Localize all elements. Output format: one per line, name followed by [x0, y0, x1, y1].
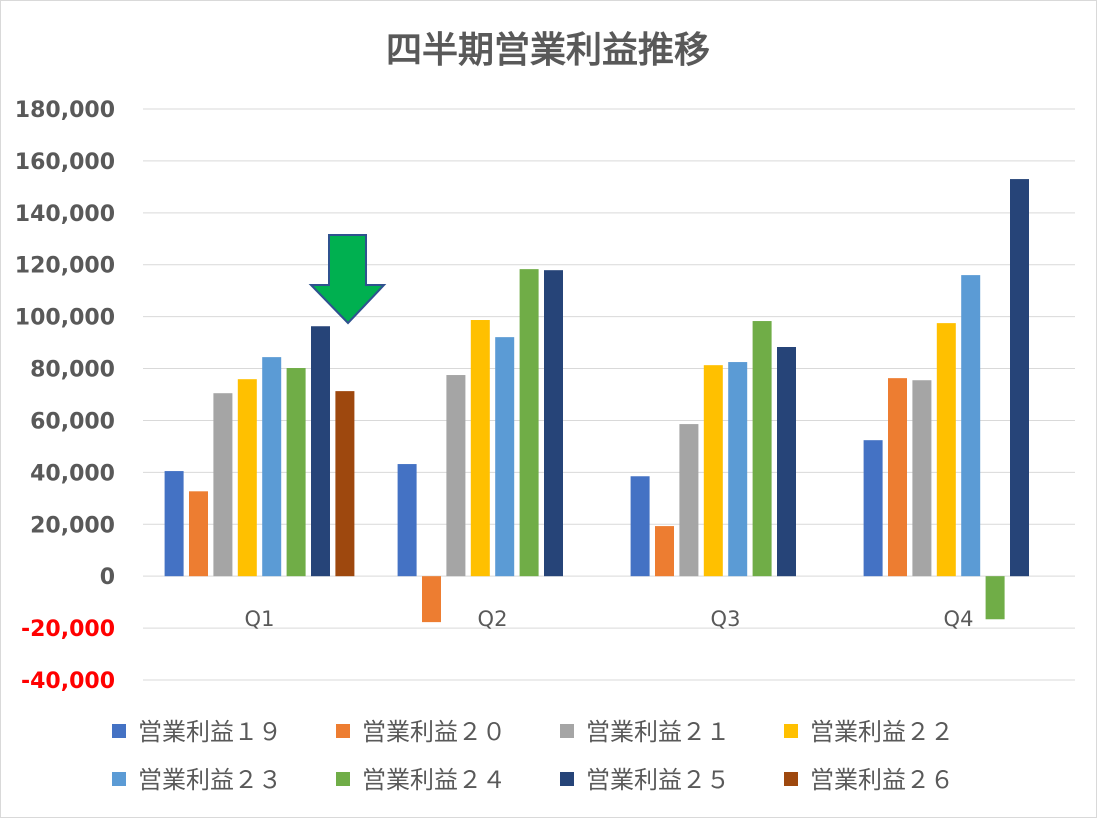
- bar-Q1-series-3: [213, 393, 233, 577]
- y-tick-label: 0: [100, 565, 115, 590]
- legend-swatch: [336, 724, 350, 738]
- bar-Q1-series-4: [237, 379, 257, 577]
- legend-label: 営業利益２６: [810, 766, 954, 794]
- bar-Q3-series-1: [630, 476, 650, 577]
- bar-Q3-series-7: [777, 347, 796, 577]
- bar-Q2-series-2: [422, 576, 441, 623]
- bar-Q2-series-6: [519, 269, 539, 577]
- legend-label: 営業利益２１: [586, 718, 730, 746]
- bar-Q2-series-5: [495, 337, 515, 577]
- y-tick-label: -20,000: [21, 617, 115, 642]
- bar-Q1-series-8: [335, 391, 355, 577]
- y-tick-label: 20,000: [30, 513, 115, 538]
- y-tick-label: 40,000: [30, 461, 115, 486]
- x-category-label: Q4: [944, 607, 974, 631]
- bar-Q3-series-3: [679, 424, 699, 577]
- y-tick-label: 100,000: [15, 306, 115, 331]
- bar-Q1-series-5: [262, 357, 282, 577]
- bar-Q1-series-7: [311, 326, 330, 577]
- legend-swatch: [336, 772, 350, 786]
- bar-Q1-series-1: [164, 471, 184, 577]
- bar-Q4-series-4: [936, 323, 956, 577]
- legend-label: 営業利益２３: [138, 766, 282, 794]
- bar-Q3-series-5: [728, 362, 748, 577]
- y-tick-label: 160,000: [15, 150, 115, 175]
- y-tick-label: -40,000: [21, 669, 115, 694]
- chart-title: 四半期営業利益推移: [386, 30, 710, 71]
- bar-Q3-series-6: [752, 321, 772, 577]
- green-down-arrow-annotation: [308, 234, 387, 325]
- legend-swatch: [560, 724, 574, 738]
- bar-Q4-series-2: [888, 378, 907, 577]
- bar-Q4-series-7: [1010, 179, 1029, 577]
- legend-label: 営業利益２４: [362, 766, 506, 794]
- legend-label: 営業利益２０: [362, 718, 506, 746]
- legend-swatch: [784, 724, 798, 738]
- y-tick-label: 120,000: [15, 254, 115, 279]
- x-category-label: Q1: [245, 607, 275, 631]
- legend-label: 営業利益１９: [138, 718, 282, 746]
- legend-label: 営業利益２２: [810, 718, 954, 746]
- bar-Q1-series-6: [286, 368, 306, 577]
- legend-swatch: [112, 724, 126, 738]
- bar-Q2-series-7: [544, 270, 563, 577]
- legend-swatch: [112, 772, 126, 786]
- bar-Q4-series-6: [985, 576, 1005, 620]
- bar-Q4-series-1: [863, 440, 883, 577]
- y-tick-label: 60,000: [30, 409, 115, 434]
- bar-Q2-series-1: [397, 464, 417, 577]
- legend-swatch: [560, 772, 574, 786]
- bar-Q3-series-4: [703, 365, 723, 577]
- bar-Q2-series-3: [446, 375, 466, 577]
- bar-Q3-series-2: [655, 526, 674, 577]
- bar-Q4-series-5: [961, 275, 981, 577]
- bar-Q2-series-4: [470, 320, 490, 577]
- legend-swatch: [784, 772, 798, 786]
- legend-label: 営業利益２５: [586, 766, 730, 794]
- y-tick-label: 80,000: [30, 358, 115, 383]
- x-category-label: Q3: [711, 607, 741, 631]
- x-category-label: Q2: [478, 607, 508, 631]
- y-tick-label: 180,000: [15, 98, 115, 123]
- bar-Q4-series-3: [912, 380, 932, 577]
- y-tick-label: 140,000: [15, 202, 115, 227]
- bar-Q1-series-2: [189, 491, 208, 577]
